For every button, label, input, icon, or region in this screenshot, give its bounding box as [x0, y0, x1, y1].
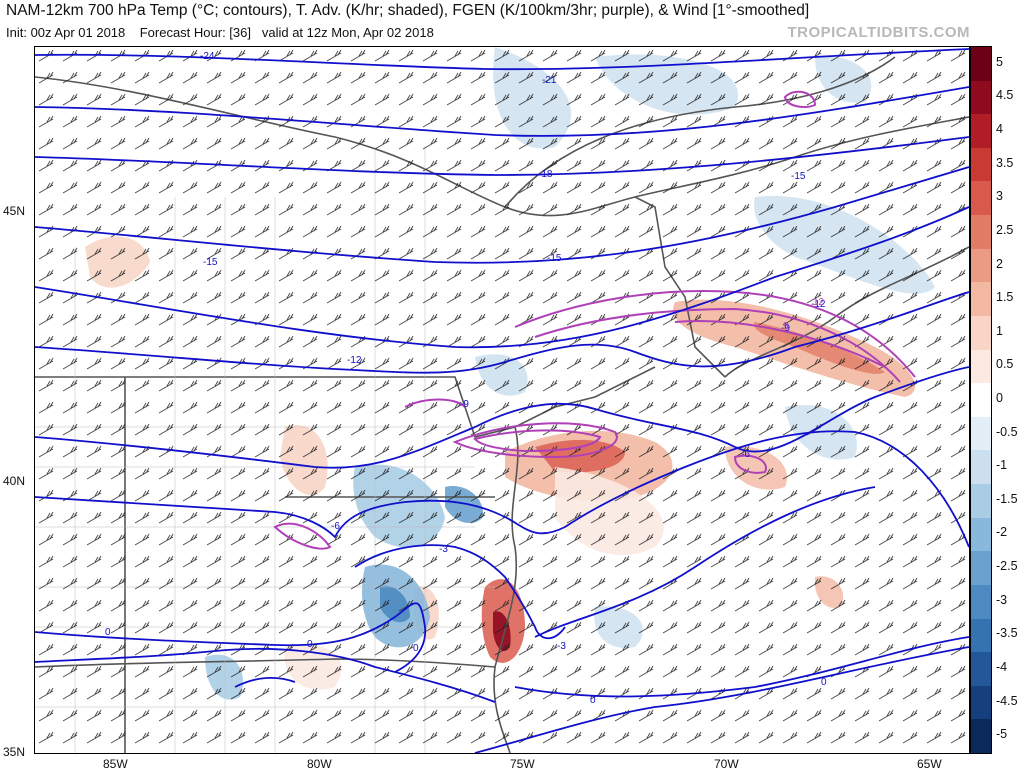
colorbar-tick-label: -3: [996, 592, 1008, 607]
map-canvas: -24 -21 -18 -15 -15 -15 -12 -12 -9 -9 -6…: [35, 47, 969, 753]
colorbar-swatch: [971, 147, 991, 182]
contour-label: -15: [791, 171, 806, 182]
forecast-hour: Forecast Hour: [36]: [139, 25, 251, 40]
colorbar-swatch: [971, 416, 991, 451]
colorbar-swatch: [971, 349, 991, 384]
init-time: Init: 00z Apr 01 2018: [6, 25, 126, 40]
colorbar-swatch: [971, 47, 991, 82]
lon-label-85w: 85W: [103, 757, 128, 771]
colorbar-tick-label: 3: [996, 189, 1003, 204]
contour-label: -3: [557, 641, 566, 652]
valid-time: valid at 12z Mon, Apr 02 2018: [261, 25, 434, 40]
colorbar-swatch: [971, 114, 991, 149]
contour-label: -6: [741, 449, 750, 460]
colorbar-swatch: [971, 618, 991, 653]
colorbar-swatch: [971, 80, 991, 115]
map-panel: -24 -21 -18 -15 -15 -15 -12 -12 -9 -9 -6…: [34, 46, 970, 754]
colorbar-swatch: [971, 282, 991, 317]
colorbar-tick-label: -2: [996, 525, 1008, 540]
colorbar-tick-label: 4.5: [996, 88, 1014, 103]
contour-label: 0: [307, 639, 313, 650]
contour-label: -12: [811, 299, 826, 310]
contour-label: -15: [547, 253, 562, 264]
contour-label: -9: [781, 323, 790, 334]
colorbar-swatch: [971, 517, 991, 552]
colorbar-tick-label: 0: [996, 391, 1003, 405]
colorbar-tick-label: -2.5: [996, 559, 1018, 574]
colorbar-tick-label: 4: [996, 122, 1003, 137]
colorbar-swatch: [971, 248, 991, 283]
wind-barbs-layer: [35, 47, 969, 753]
colorbar-tick-label: 1: [996, 323, 1003, 338]
colorbar-tick-label: -4: [996, 659, 1008, 674]
colorbar-tick-label: -5: [996, 727, 1008, 742]
colorbar-swatch: [971, 584, 991, 619]
lat-label-40n: 40N: [3, 474, 26, 488]
contour-label-group: -24 -21 -18 -15 -15 -15 -12 -12 -9 -9 -6…: [105, 51, 827, 706]
fgen-label: 9: [783, 321, 789, 332]
colorbar-swatch: [971, 719, 991, 754]
contour-label: 0: [413, 643, 419, 654]
colorbar-swatch: [971, 181, 991, 216]
colorbar-swatch: [971, 315, 991, 351]
colorbar-swatch: [971, 652, 991, 687]
contour-label: -15: [203, 257, 218, 268]
contour-label: -24: [200, 51, 215, 62]
contour-label: 0: [590, 695, 596, 706]
colorbar-tick-label: 3.5: [996, 155, 1014, 170]
lon-label-80w: 80W: [307, 757, 332, 771]
colorbar-tick-label: 2: [996, 256, 1003, 271]
contour-label: 0: [105, 627, 111, 638]
fgen-contours: [273, 90, 916, 550]
temperature-contours: [35, 48, 969, 753]
lon-label-70w: 70W: [714, 757, 739, 771]
colorbar-tick-label: 0.5: [996, 357, 1014, 372]
colorbar-tick-label: -0.5: [996, 424, 1018, 439]
colorbar-swatch: [971, 450, 991, 485]
colorbar-tick-label: 5: [996, 54, 1003, 69]
lat-label-45n: 45N: [3, 204, 26, 218]
colorbar: [970, 46, 992, 754]
colorbar-tick-label: -1: [996, 458, 1008, 473]
lon-label-75w: 75W: [510, 757, 535, 771]
contour-label: -12: [347, 355, 362, 366]
map-title: NAM-12km 700 hPa Temp (°C; contours), T.…: [6, 2, 810, 19]
contour-label: -9: [460, 399, 469, 410]
lon-label-65w: 65W: [917, 757, 942, 771]
map-subtitle: Init: 00z Apr 01 2018 Forecast Hour: [36…: [6, 25, 434, 40]
contour-label: -18: [538, 169, 553, 180]
colorbar-tick-label: -1.5: [996, 491, 1018, 506]
colorbar-swatch: [971, 383, 991, 418]
lat-label-35n: 35N: [3, 745, 26, 759]
colorbar-swatch: [971, 551, 991, 586]
colorbar-tick-label: 2.5: [996, 222, 1014, 237]
contour-label: -21: [542, 75, 557, 86]
colorbar-tick-label: -4.5: [996, 693, 1018, 708]
colorbar-swatch: [971, 685, 991, 720]
fgen-label: 12: [813, 297, 825, 308]
colorbar-tick-label: -3.5: [996, 626, 1018, 641]
contour-label: 0: [821, 677, 827, 688]
brand-watermark: TROPICALTIDBITS.COM: [787, 24, 970, 41]
colorbar-swatch: [971, 484, 991, 519]
colorbar-swatch: [971, 215, 991, 250]
contour-label: -3: [439, 544, 448, 555]
colorbar-tick-label: 1.5: [996, 290, 1014, 305]
contour-label: -6: [331, 521, 340, 532]
